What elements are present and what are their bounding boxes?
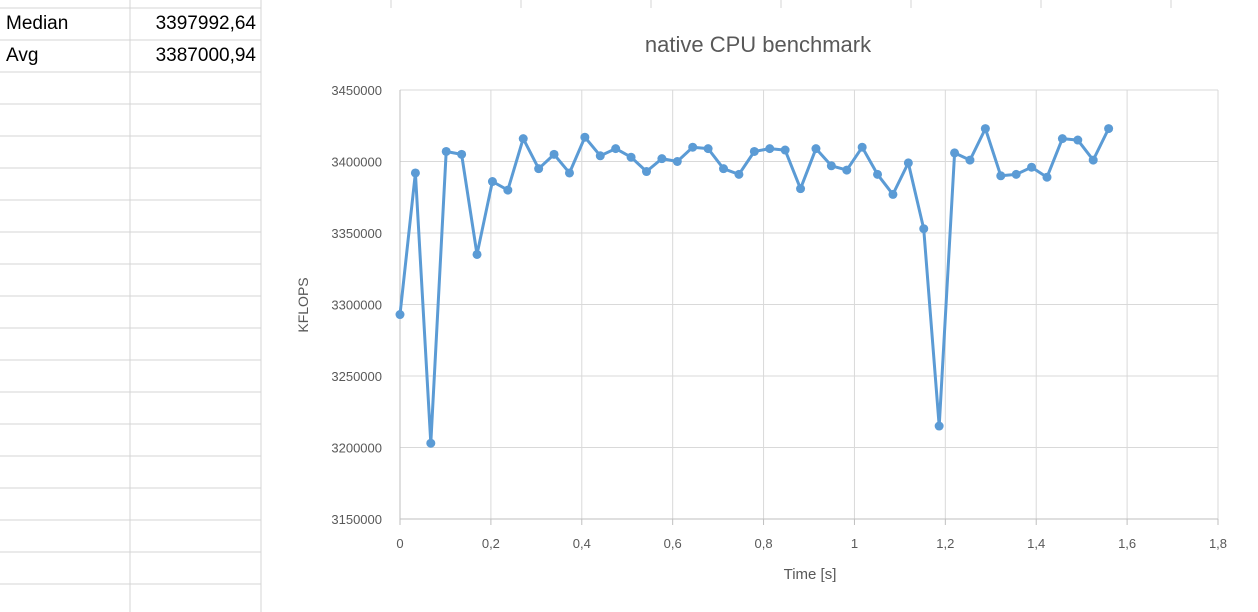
data-point bbox=[903, 158, 913, 168]
data-point bbox=[395, 310, 405, 320]
data-point bbox=[996, 171, 1006, 181]
data-point bbox=[1011, 169, 1021, 179]
y-tick-label: 3200000 bbox=[331, 441, 382, 456]
data-point bbox=[734, 169, 744, 179]
data-point bbox=[672, 157, 682, 166]
y-tick-label: 3400000 bbox=[331, 155, 382, 170]
x-tick-label: 1,4 bbox=[1027, 536, 1045, 551]
y-axis-label: KFLOPS bbox=[295, 277, 311, 332]
y-tick-label: 3250000 bbox=[331, 369, 382, 384]
data-point bbox=[549, 149, 559, 159]
data-point bbox=[626, 152, 636, 162]
cell-median-value[interactable]: 3397992,64 bbox=[155, 13, 256, 34]
data-point bbox=[564, 168, 574, 178]
data-point bbox=[950, 148, 960, 158]
data-point bbox=[1073, 135, 1083, 145]
y-tick-label: 3150000 bbox=[331, 512, 382, 527]
data-point bbox=[487, 177, 497, 187]
data-point bbox=[888, 189, 898, 199]
data-point bbox=[965, 155, 975, 165]
data-point bbox=[919, 224, 929, 234]
y-tick-label: 3300000 bbox=[331, 298, 382, 313]
data-point bbox=[457, 149, 467, 159]
data-point bbox=[580, 132, 590, 142]
data-point bbox=[518, 134, 528, 144]
data-point bbox=[641, 167, 651, 177]
x-tick-label: 1 bbox=[851, 536, 858, 551]
data-point bbox=[595, 151, 605, 161]
data-point bbox=[1104, 124, 1114, 134]
data-point bbox=[796, 184, 806, 194]
cell-avg-label[interactable]: Avg bbox=[6, 45, 39, 66]
data-point bbox=[719, 164, 729, 174]
data-point bbox=[811, 144, 821, 154]
chart-area bbox=[262, 8, 1258, 612]
data-point bbox=[410, 168, 420, 178]
data-point bbox=[1088, 155, 1098, 165]
data-point bbox=[857, 142, 867, 152]
data-point bbox=[1027, 162, 1037, 172]
data-point bbox=[688, 142, 698, 152]
x-tick-label: 1,2 bbox=[936, 536, 954, 551]
data-point bbox=[472, 249, 482, 259]
data-point bbox=[1057, 134, 1067, 144]
data-point bbox=[1042, 172, 1052, 182]
x-tick-label: 1,6 bbox=[1118, 536, 1136, 551]
x-tick-label: 0,8 bbox=[755, 536, 773, 551]
x-tick-label: 1,8 bbox=[1209, 536, 1227, 551]
data-point bbox=[980, 124, 990, 134]
x-tick-label: 0,2 bbox=[482, 536, 500, 551]
data-point bbox=[703, 144, 713, 154]
y-tick-label: 3450000 bbox=[331, 83, 382, 98]
data-point bbox=[441, 146, 451, 156]
x-tick-label: 0,4 bbox=[573, 536, 591, 551]
data-point bbox=[503, 185, 513, 195]
x-tick-label: 0,6 bbox=[664, 536, 682, 551]
data-point bbox=[426, 438, 436, 448]
cell-avg-value[interactable]: 3387000,94 bbox=[155, 45, 256, 66]
data-point bbox=[842, 165, 852, 175]
x-axis-label: Time [s] bbox=[784, 566, 837, 583]
data-point bbox=[534, 164, 544, 174]
data-point bbox=[780, 145, 790, 155]
x-tick-label: 0 bbox=[396, 536, 403, 551]
data-point bbox=[765, 144, 775, 154]
data-point bbox=[657, 154, 667, 164]
cell-median-label[interactable]: Median bbox=[6, 13, 69, 34]
y-tick-label: 3350000 bbox=[331, 226, 382, 241]
data-point bbox=[934, 421, 944, 431]
chart-title: native CPU benchmark bbox=[645, 32, 872, 57]
data-point bbox=[749, 146, 759, 156]
data-point bbox=[826, 161, 836, 171]
data-point bbox=[611, 144, 621, 154]
data-point bbox=[873, 169, 883, 179]
